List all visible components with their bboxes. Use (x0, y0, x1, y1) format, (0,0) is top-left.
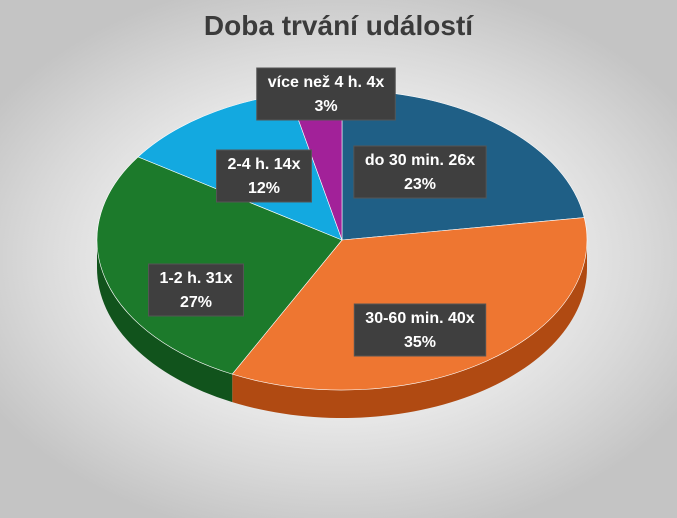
data-label-percent: 35% (404, 334, 436, 351)
data-label-percent: 3% (314, 98, 337, 115)
data-label-category: 2-4 h. 14x (228, 156, 301, 173)
data-label: 2-4 h. 14x 12% (216, 149, 312, 203)
pie-slice-side (232, 240, 587, 418)
data-label-box (216, 149, 312, 203)
data-label: 1-2 h. 31x 27% (148, 263, 244, 317)
data-label-percent: 12% (248, 180, 280, 197)
data-label-box (353, 145, 487, 199)
data-label: více než 4 h. 4x 3% (256, 67, 396, 121)
data-label-category: do 30 min. 26x (365, 152, 475, 169)
data-label: 30-60 min. 40x 35% (353, 303, 487, 357)
data-label: do 30 min. 26x 23% (353, 145, 487, 199)
data-label-box (148, 263, 244, 317)
data-label-category: více než 4 h. 4x (268, 74, 385, 91)
data-label-box (256, 67, 396, 121)
data-label-box (353, 303, 487, 357)
chart-title: Doba trvání událostí (203, 10, 474, 41)
data-label-category: 30-60 min. 40x (365, 310, 475, 327)
data-label-percent: 27% (180, 294, 212, 311)
data-label-percent: 23% (404, 176, 436, 193)
data-label-category: 1-2 h. 31x (160, 270, 233, 287)
